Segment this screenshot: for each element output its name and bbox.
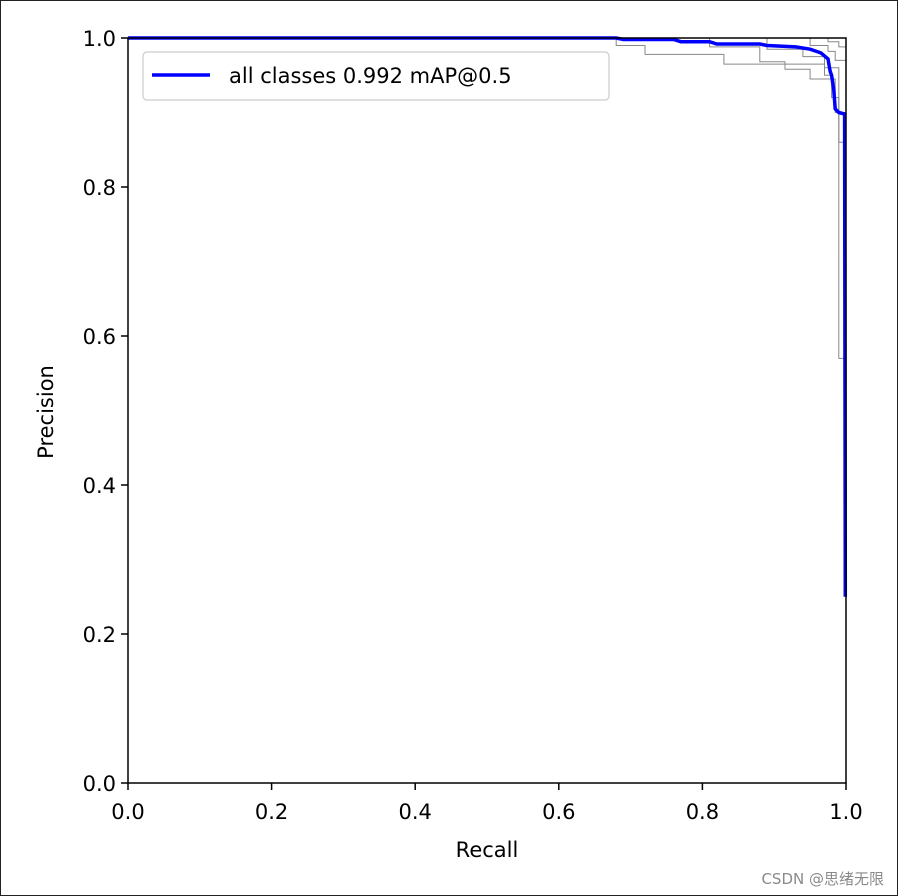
y-tick-label: 0.8 <box>83 176 116 200</box>
x-tick-label: 1.0 <box>829 800 862 824</box>
y-tick-label: 0.4 <box>83 474 116 498</box>
legend-box <box>142 51 610 101</box>
legend-label: all classes 0.992 mAP@0.5 <box>229 64 512 88</box>
series-line-all-classes <box>128 36 848 597</box>
y-axis-label: Precision <box>34 365 58 459</box>
series-line-class-3 <box>128 37 846 359</box>
y-tick-label: 1.0 <box>83 27 116 51</box>
x-tick-label: 0.0 <box>111 800 144 824</box>
x-tick-label: 0.8 <box>686 800 719 824</box>
y-tick-label: 0.6 <box>83 325 116 349</box>
series-line-class-4 <box>128 37 846 61</box>
y-tick-label: 0.0 <box>83 772 116 796</box>
x-tick-label: 0.4 <box>398 800 431 824</box>
axis-ticks: 0.0 0.2 0.4 0.6 0.8 1.0 0.0 0.2 0.4 0.6 0.8 1.0 <box>83 27 863 824</box>
plot-area <box>127 37 847 784</box>
x-tick-label: 0.2 <box>255 800 288 824</box>
x-axis-label: Recall <box>456 838 519 862</box>
x-tick-label: 0.6 <box>542 800 575 824</box>
series-line-class-1 <box>128 37 846 143</box>
legend: all classes 0.992 mAP@0.5 <box>142 51 610 101</box>
curves-layer <box>128 36 848 597</box>
series-line-class-2 <box>128 37 846 113</box>
y-tick-label: 0.2 <box>83 623 116 647</box>
watermark: CSDN @思绪无限 <box>761 870 884 888</box>
